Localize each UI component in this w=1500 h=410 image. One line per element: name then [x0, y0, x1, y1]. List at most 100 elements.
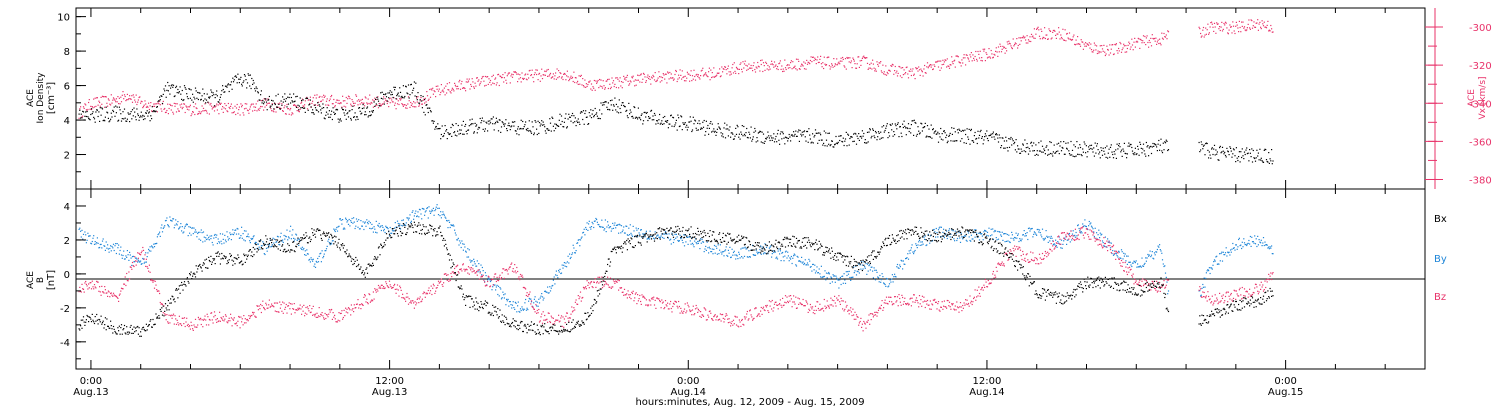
by-point: [832, 274, 834, 276]
vx-point: [190, 115, 192, 117]
vx-point: [937, 66, 940, 68]
by-point: [1103, 244, 1105, 247]
density-point: [197, 98, 199, 101]
density-point: [893, 131, 895, 133]
vx-point: [99, 101, 101, 104]
density-point: [1041, 145, 1044, 147]
by-point: [205, 238, 208, 241]
density-point: [239, 78, 241, 80]
vx-point: [159, 100, 161, 102]
by-point: [988, 227, 990, 229]
by-point: [433, 214, 435, 216]
by-point: [1153, 252, 1156, 254]
vx-point: [943, 61, 945, 63]
vx-point: [986, 57, 989, 59]
by-point: [812, 263, 814, 266]
vx-point: [213, 110, 216, 112]
by-point: [439, 215, 441, 217]
bz-point: [191, 324, 193, 327]
density-point: [284, 93, 286, 95]
by-point: [262, 241, 264, 243]
vx-point: [1227, 33, 1229, 35]
by-point: [1060, 247, 1062, 249]
by-point: [918, 241, 920, 243]
density-point: [705, 120, 707, 122]
density-point: [896, 128, 898, 130]
density-point: [679, 125, 681, 127]
density-point: [1008, 146, 1011, 148]
vx-point: [571, 77, 573, 79]
vx-point: [656, 79, 658, 81]
vx-point: [396, 98, 398, 100]
by-point: [1238, 238, 1240, 241]
vx-point: [637, 74, 639, 76]
density-point: [142, 118, 145, 121]
density-point: [958, 128, 960, 130]
vx-point: [724, 66, 726, 68]
by-point: [871, 266, 873, 268]
density-point: [706, 127, 708, 129]
density-point: [435, 125, 437, 128]
vx-point: [565, 79, 567, 81]
vx-point: [246, 103, 248, 105]
density-point: [305, 97, 307, 100]
vx-point: [519, 74, 521, 76]
by-point: [866, 263, 869, 265]
by-point: [355, 218, 358, 220]
vx-point: [1011, 48, 1013, 50]
by-point: [872, 270, 874, 272]
density-point: [719, 127, 721, 129]
density-point: [1154, 143, 1156, 146]
by-point: [222, 238, 224, 240]
density-point: [867, 141, 869, 143]
vx-point: [156, 103, 158, 105]
by-point: [243, 230, 246, 232]
density-point: [227, 83, 229, 85]
bz-point: [94, 286, 96, 288]
vx-point: [672, 77, 674, 79]
bz-point: [213, 316, 215, 318]
vx-point: [289, 109, 291, 111]
vx-point: [707, 76, 709, 78]
vx-point: [350, 103, 352, 105]
by-point: [1041, 236, 1043, 238]
density-point: [623, 105, 626, 108]
vx-point: [800, 65, 802, 67]
density-point: [832, 146, 834, 148]
vx-point: [809, 59, 811, 62]
density-point: [277, 93, 279, 95]
by-point: [605, 231, 607, 233]
density-point: [972, 140, 974, 142]
by-point: [255, 241, 257, 244]
vx-point: [164, 111, 167, 114]
by-point: [1092, 228, 1094, 230]
density-point: [1249, 152, 1251, 154]
density-point: [830, 144, 832, 146]
density-point: [429, 110, 432, 112]
vx-point: [83, 107, 85, 109]
density-point: [1134, 147, 1136, 149]
density-point: [1159, 144, 1161, 146]
by-point: [509, 301, 511, 303]
density-point: [150, 115, 152, 117]
bz-point: [150, 279, 152, 281]
vx-point: [1142, 35, 1145, 37]
density-point: [1260, 159, 1262, 161]
bz-point: [232, 318, 234, 320]
density-point: [80, 117, 82, 119]
by-point: [986, 231, 989, 233]
by-point: [1270, 247, 1272, 249]
vx-point: [587, 83, 589, 86]
by-point: [880, 279, 882, 281]
vx-point: [218, 113, 220, 115]
by-point: [309, 261, 311, 263]
vx-point: [928, 65, 930, 67]
vx-point: [536, 73, 538, 76]
vx-point: [427, 99, 429, 101]
density-point: [660, 122, 662, 124]
density-point: [619, 107, 621, 110]
vx-point: [1103, 44, 1105, 46]
bz-point: [159, 301, 161, 304]
vx-point: [160, 108, 162, 110]
by-point: [1008, 234, 1010, 236]
